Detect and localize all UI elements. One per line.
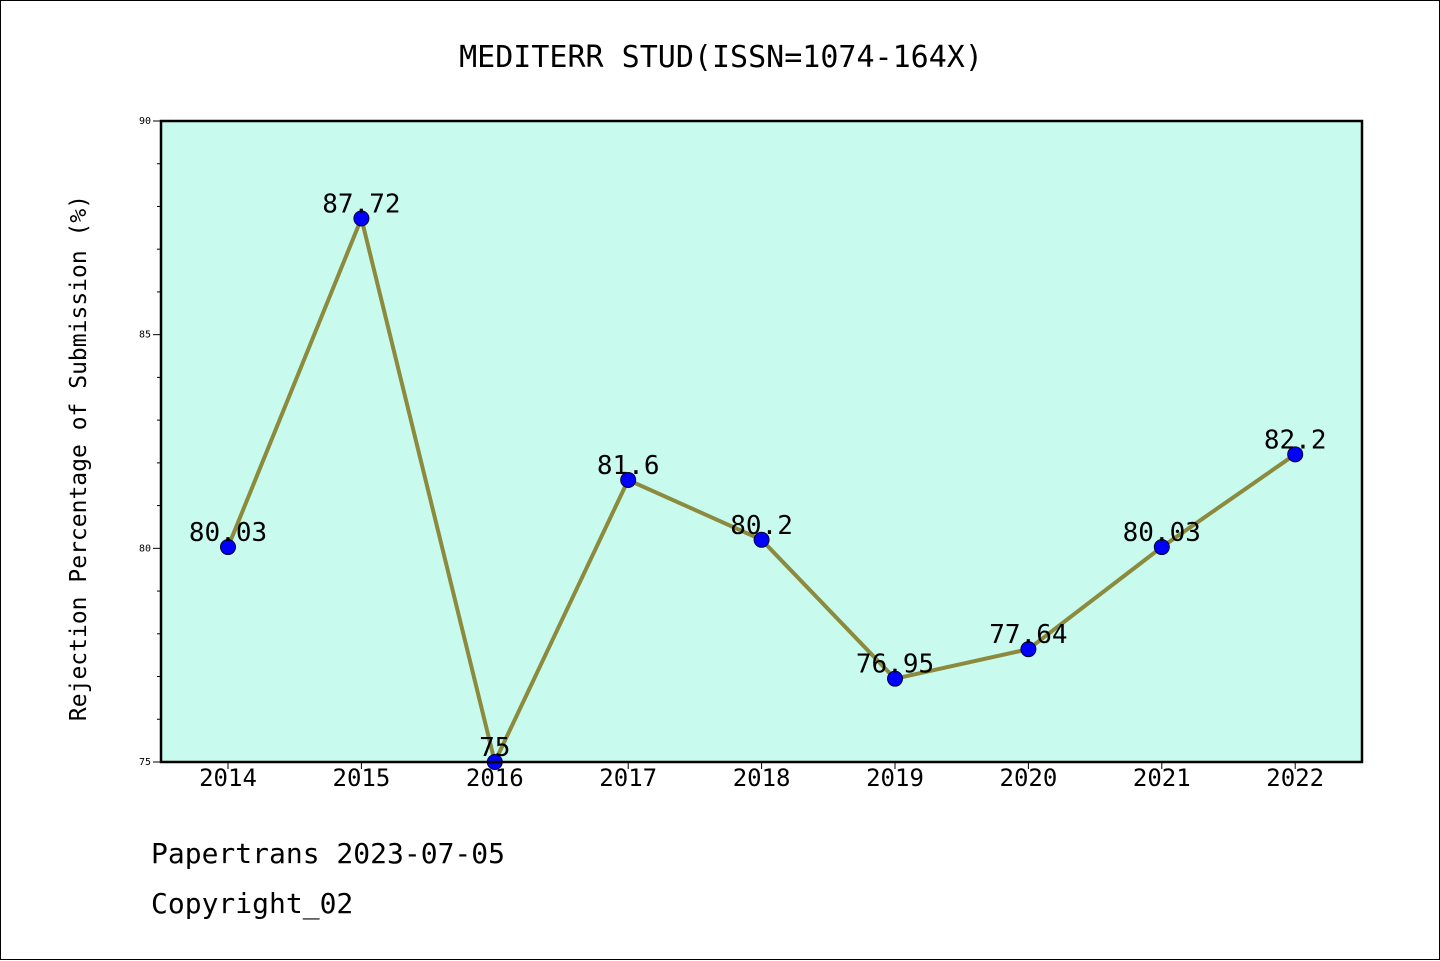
plot-area <box>161 121 1362 762</box>
data-point <box>1020 641 1037 658</box>
x-tick-label: 2019 <box>866 764 924 792</box>
x-tick-label: 2017 <box>599 764 657 792</box>
data-label: 87.72 <box>322 189 400 219</box>
y-tick-label: 75 <box>139 757 151 768</box>
chart-title: MEDITERR STUD(ISSN=1074-164X) <box>459 40 983 75</box>
data-label: 80.03 <box>189 518 267 548</box>
y-tick-label: 80 <box>139 543 151 554</box>
x-tick-label: 2020 <box>1000 764 1058 792</box>
x-tick-label: 2018 <box>733 764 791 792</box>
data-point <box>1153 539 1170 556</box>
y-tick-label: 90 <box>139 116 151 127</box>
footer-copyright: Copyright_02 <box>151 887 354 920</box>
data-label: 75 <box>479 733 510 763</box>
data-point <box>620 471 637 488</box>
data-point <box>887 670 903 687</box>
x-tick-label: 2021 <box>1133 764 1191 792</box>
data-point <box>353 210 370 227</box>
y-axis-label: Rejection Percentage of Submission (%) <box>66 195 92 721</box>
data-label: 80.03 <box>1123 518 1201 548</box>
x-tick-label: 2022 <box>1266 764 1324 792</box>
data-point <box>753 531 770 548</box>
y-tick-label: 85 <box>139 330 151 341</box>
data-label: 80.2 <box>730 511 793 541</box>
plot-border <box>159 119 1364 764</box>
x-tick-label: 2014 <box>199 764 257 792</box>
data-label: 76.95 <box>856 650 934 680</box>
data-label: 82.2 <box>1264 425 1327 455</box>
data-point <box>220 539 236 556</box>
data-label: 81.6 <box>597 451 660 481</box>
data-label: 77.64 <box>989 620 1067 650</box>
x-tick-label: 2015 <box>333 764 391 792</box>
footer-source: Papertrans 2023-07-05 <box>151 837 506 870</box>
data-point <box>1287 446 1304 463</box>
